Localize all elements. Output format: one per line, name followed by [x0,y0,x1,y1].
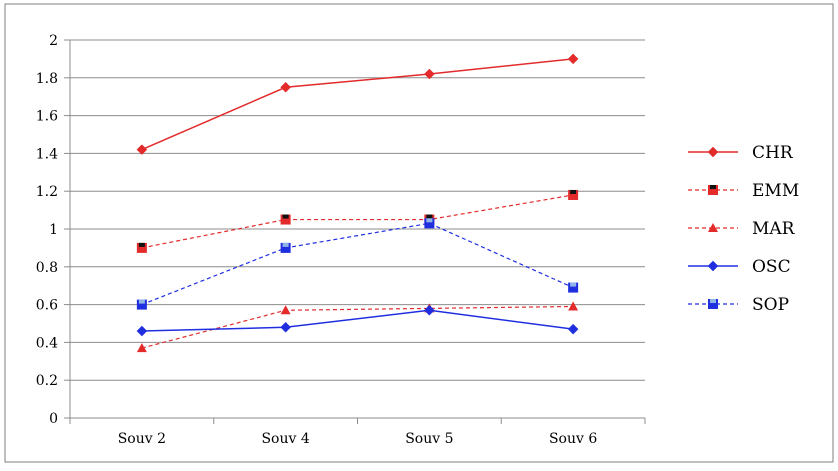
legend-item-mar: MAR [688,219,796,239]
data-point-marker [708,223,718,232]
series-line [141,194,574,249]
legend-item-osc: OSC [688,257,791,277]
series-line [141,58,574,151]
y-tick-label: 0 [49,411,58,427]
series-line [141,222,574,306]
data-point-marker [136,325,148,337]
data-point-marker [568,301,579,311]
y-tick-label: 1.2 [36,184,58,200]
x-category-label: Souv 2 [118,431,166,447]
series-line [141,305,574,349]
legend-item-chr: CHR [688,143,794,163]
y-tick-label: 2 [49,33,58,49]
x-category-label: Souv 4 [261,431,309,447]
y-tick-label: 1.6 [36,109,58,125]
data-point-marker [280,214,291,225]
data-point-marker [568,189,579,200]
data-point-marker [424,68,435,80]
y-tick-label: 0.8 [36,260,58,276]
data-point-marker [136,299,147,310]
data-point-marker [280,321,291,333]
y-tick-label: 1.8 [36,71,58,87]
data-point-marker-core [426,218,433,223]
data-point-marker-core [710,299,716,303]
chart-frame [4,3,834,463]
legend-label: MAR [752,219,796,239]
data-point-marker [708,185,718,195]
data-point-marker [707,260,719,272]
data-point-marker-core [282,242,289,247]
y-tick-label: 0.2 [36,373,58,389]
data-point-marker [567,323,579,335]
data-point-marker [707,146,719,158]
data-point-marker-core [570,189,577,194]
data-point-marker [136,242,147,253]
data-point-marker-core [426,214,433,219]
x-category-label: Souv 5 [405,431,453,447]
legend-label: SOP [752,295,789,315]
data-point-marker [280,305,291,315]
x-category-label: Souv 6 [549,431,597,447]
data-point-marker [567,53,579,65]
legend: CHR EMM MAR OSC SOP [688,143,799,315]
legend-label: CHR [752,143,794,163]
data-point-marker [136,343,147,353]
data-point-marker [280,242,291,253]
legend-label: OSC [752,257,791,277]
series-sop [136,218,579,310]
data-point-marker-core [570,282,577,287]
legend-label: EMM [752,181,799,201]
y-tick-label: 1.4 [36,146,58,162]
y-tick-label: 0.4 [36,335,58,351]
series-chr [136,53,579,155]
y-axis-ticks: 0 0.2 0.4 0.6 0.8 1 1.2 1.4 1.6 1.8 2 [36,33,70,427]
x-axis-categories: Souv 2 Souv 4 Souv 5 Souv 6 [69,418,646,447]
series-lines [136,53,579,353]
data-point-marker-core [138,242,145,247]
data-point-marker-core [710,185,716,189]
data-point-marker [424,218,435,229]
data-point-marker-core [282,214,289,219]
series-osc [136,304,579,337]
data-point-marker [136,144,148,155]
y-tick-label: 1 [49,222,58,238]
gridlines [70,39,645,381]
data-point-marker [708,299,718,309]
series-line [141,309,574,332]
data-point-marker [424,304,435,316]
legend-item-emm: EMM [688,181,799,201]
y-tick-label: 0.6 [36,298,58,314]
data-point-marker-core [138,299,145,304]
legend-item-sop: SOP [688,295,789,315]
data-point-marker [568,282,579,293]
data-point-marker [280,81,291,93]
